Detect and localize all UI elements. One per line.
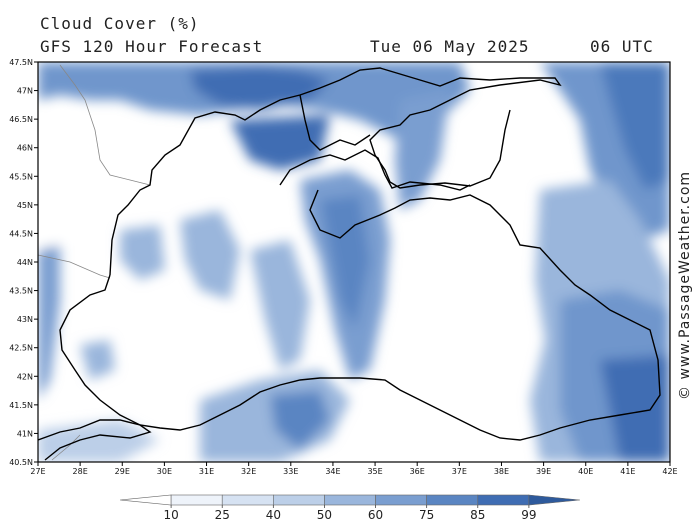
legend-label: 40: [266, 508, 281, 522]
legend-label: 85: [470, 508, 485, 522]
lon-label: 34E: [325, 467, 340, 476]
cloud-field: [38, 62, 670, 462]
lat-label: 44.5N: [9, 229, 33, 238]
legend-colorbar: 10 25 40 50 60 75 85 99: [119, 494, 581, 522]
legend-swatch: [375, 494, 427, 506]
legend-swatch: [119, 494, 172, 506]
legend-swatch: [528, 494, 581, 506]
lon-label: 29E: [115, 467, 130, 476]
lat-label: 47N: [17, 87, 33, 96]
lat-label: 43N: [17, 315, 33, 324]
legend-label: 10: [163, 508, 178, 522]
lon-label: 39E: [536, 467, 551, 476]
legend-swatch: [477, 494, 530, 506]
lon-label: 41E: [620, 467, 635, 476]
lat-label: 46.5N: [9, 115, 33, 124]
lat-label: 47.5N: [9, 58, 33, 67]
lon-label: 37E: [452, 467, 467, 476]
lon-label: 27E: [30, 467, 45, 476]
lat-label: 41N: [17, 429, 33, 438]
lon-label: 42E: [662, 467, 677, 476]
legend-swatch: [221, 494, 274, 506]
forecast-model: GFS 120 Hour Forecast: [40, 37, 264, 56]
legend-label: 99: [521, 508, 536, 522]
lat-label: 41.5N: [9, 401, 33, 410]
lat-label: 40.5N: [9, 458, 33, 467]
lon-label: 40E: [578, 467, 593, 476]
lon-label: 30E: [157, 467, 172, 476]
lon-label: 38E: [494, 467, 509, 476]
legend-label: 75: [419, 508, 434, 522]
forecast-date: Tue 06 May 2025: [370, 37, 530, 56]
lon-label: 31E: [199, 467, 214, 476]
lon-label: 28E: [73, 467, 88, 476]
lat-label: 44N: [17, 258, 33, 267]
lat-label: 45N: [17, 201, 33, 210]
legend-swatch: [273, 494, 325, 506]
lat-axis: 47.5N 47N 46.5N 46N 45.5N 45N 44.5N 44N 43.5N 43N…: [9, 58, 38, 467]
legend-swatch: [170, 494, 223, 506]
legend-swatch: [324, 494, 376, 506]
lon-axis: 27E 28E 29E 30E 31E 32E 33E 34E 35E 36E 37E 38E 39E 4…: [30, 462, 678, 476]
legend-swatch: [426, 494, 479, 506]
lon-label: 32E: [241, 467, 256, 476]
lon-label: 36E: [410, 467, 425, 476]
forecast-time: 06 UTC: [590, 37, 654, 56]
lon-label: 33E: [283, 467, 298, 476]
lon-label: 35E: [367, 467, 382, 476]
lat-label: 42.5N: [9, 344, 33, 353]
country-borders: [38, 64, 151, 461]
lat-label: 46N: [17, 144, 33, 153]
map-title: Cloud Cover (%): [40, 14, 200, 33]
lat-label: 45.5N: [9, 172, 33, 181]
legend-label: 60: [368, 508, 383, 522]
lat-label: 42N: [17, 372, 33, 381]
coastline: [38, 67, 661, 461]
lat-label: 43.5N: [9, 287, 33, 296]
legend-label: 25: [215, 508, 230, 522]
legend-label: 50: [317, 508, 332, 522]
